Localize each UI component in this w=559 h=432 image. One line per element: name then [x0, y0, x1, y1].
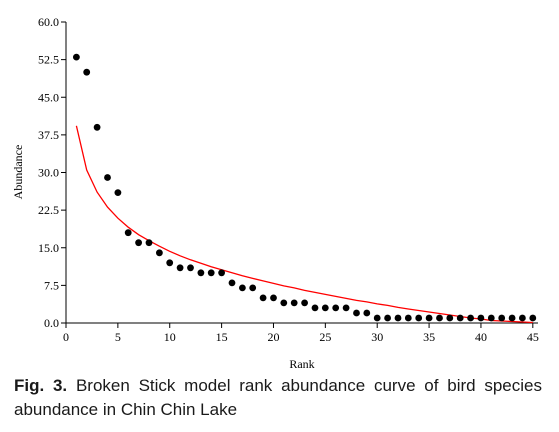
- data-point: [436, 314, 443, 322]
- rank-abundance-chart: 0 5 10 15 20 25 30 35 40 45 0.0 7.5 15.0 22.5 30.0 37.…: [11, 15, 539, 370]
- observed-abundance-points: [73, 53, 537, 322]
- data-point: [394, 314, 402, 322]
- data-point: [135, 239, 143, 247]
- data-point: [311, 304, 319, 312]
- data-point: [477, 314, 485, 322]
- y-tick-label: 15.0: [38, 241, 59, 255]
- y-tick-label: 37.5: [38, 128, 59, 142]
- data-point: [145, 239, 153, 247]
- data-point: [529, 314, 537, 322]
- data-point: [508, 314, 516, 322]
- data-point: [373, 314, 381, 322]
- figure-caption: Fig. 3. Broken Stick model rank abundanc…: [14, 374, 542, 422]
- data-point: [249, 284, 257, 292]
- x-tick-label: 25: [319, 330, 331, 344]
- x-tick-label: 0: [63, 330, 69, 344]
- x-tick-label: 20: [267, 330, 279, 344]
- data-point: [166, 259, 174, 267]
- x-axis: 0 5 10 15 20 25 30 35 40 45: [63, 323, 539, 344]
- data-point: [456, 314, 464, 322]
- data-point: [156, 249, 163, 257]
- data-point: [197, 269, 205, 277]
- y-tick-label: 22.5: [38, 203, 59, 217]
- data-point: [239, 284, 246, 292]
- data-point: [415, 314, 423, 322]
- data-point: [384, 314, 391, 322]
- data-point: [487, 314, 495, 322]
- data-point: [332, 304, 340, 312]
- data-point: [467, 314, 474, 322]
- data-point: [363, 309, 371, 317]
- x-tick-label: 35: [423, 330, 435, 344]
- data-point: [446, 314, 454, 322]
- x-tick-label: 10: [164, 330, 176, 344]
- data-point: [498, 314, 506, 322]
- y-axis-title: Abundance: [11, 145, 25, 200]
- data-point: [353, 309, 360, 317]
- data-point: [176, 264, 184, 272]
- data-point: [218, 269, 226, 277]
- data-point: [124, 229, 132, 237]
- data-point: [259, 294, 267, 302]
- data-point: [207, 269, 215, 277]
- data-point: [342, 304, 350, 312]
- y-tick-label: 30.0: [38, 166, 59, 180]
- figure-caption-text: Broken Stick model rank abundance curve …: [14, 376, 542, 419]
- data-point: [270, 294, 277, 302]
- data-point: [228, 279, 236, 287]
- y-axis: 0.0 7.5 15.0 22.5 30.0 37.5 45.0 52.5 60.0: [38, 15, 66, 330]
- plot-frame: [65, 22, 538, 324]
- y-tick-label: 60.0: [38, 15, 59, 29]
- data-point: [425, 314, 433, 322]
- data-point: [187, 264, 194, 272]
- data-point: [321, 304, 329, 312]
- data-point: [73, 53, 80, 61]
- data-point: [83, 68, 91, 76]
- y-tick-label: 0.0: [44, 316, 59, 330]
- broken-stick-model-line: [75, 125, 533, 324]
- x-tick-label: 45: [527, 330, 539, 344]
- y-tick-label: 52.5: [38, 53, 59, 67]
- data-point: [290, 299, 298, 307]
- data-point: [104, 174, 111, 181]
- y-tick-label: 7.5: [44, 278, 59, 292]
- figure-label: Fig. 3.: [14, 376, 68, 395]
- data-point: [280, 299, 288, 307]
- y-tick-label: 45.0: [38, 90, 59, 104]
- data-point: [93, 123, 101, 131]
- data-point: [404, 314, 412, 322]
- data-point: [301, 299, 308, 307]
- data-point: [114, 189, 122, 197]
- model-curve: [75, 125, 533, 324]
- x-tick-label: 5: [115, 330, 121, 344]
- x-tick-label: 30: [371, 330, 383, 344]
- x-axis-title: Rank: [289, 357, 314, 370]
- x-tick-label: 40: [475, 330, 487, 344]
- data-point: [519, 314, 526, 322]
- x-tick-label: 15: [216, 330, 228, 344]
